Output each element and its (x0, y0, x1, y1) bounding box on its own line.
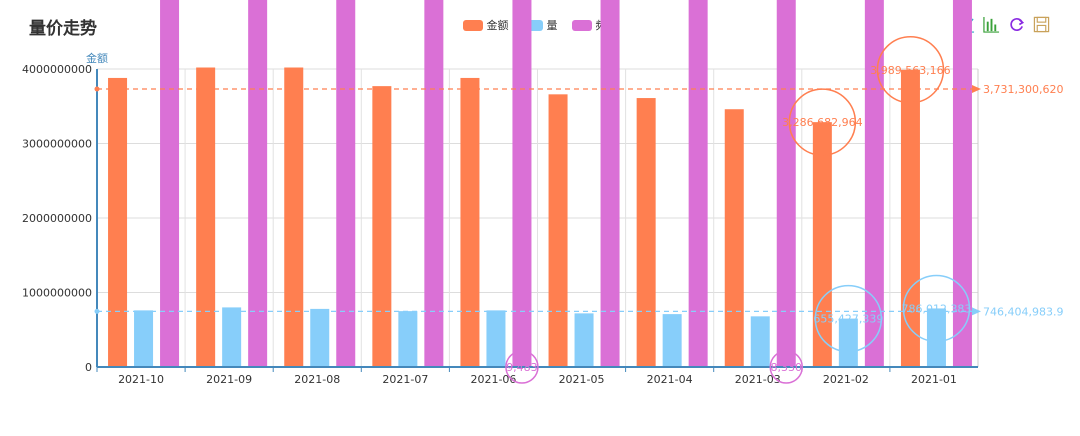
bar-volume (662, 314, 682, 367)
markpoint-label: 655,427,339 (813, 313, 883, 326)
markpoint-circle (814, 284, 883, 353)
bar-frequency (952, 0, 972, 367)
x-tick-label: 2021-10 (118, 373, 164, 386)
bar-amount (460, 77, 480, 367)
x-tick-label: 2021-06 (470, 373, 516, 386)
bar-chart-icon[interactable] (983, 16, 1000, 33)
bar-volume (926, 308, 946, 367)
restore-icon[interactable] (1008, 16, 1025, 33)
y-tick-label: 3000000000 (22, 138, 92, 151)
markpoint-label: 8,330 (771, 361, 803, 374)
bar-frequency (600, 0, 620, 367)
bar-amount (636, 98, 656, 368)
y-axis-name: 金额 (86, 51, 108, 65)
y-tick-label: 2000000000 (22, 212, 92, 225)
bar-frequency (512, 0, 532, 367)
bar-frequency (688, 0, 708, 367)
x-tick-label: 2021-09 (206, 373, 252, 386)
bar-frequency (248, 0, 268, 367)
y-tick-label: 1000000000 (22, 287, 92, 300)
bar-frequency (160, 0, 180, 367)
legend-swatch-volume (522, 19, 543, 31)
legend-label-amount: 金额 (486, 19, 509, 32)
save-icon[interactable] (1033, 16, 1050, 33)
bar-frequency (864, 0, 884, 367)
markline-arrow (972, 85, 981, 94)
bar-volume (222, 307, 242, 367)
bar-volume (486, 310, 506, 367)
bar-frequency (336, 0, 356, 367)
bar-amount (196, 67, 216, 367)
bar-amount (108, 77, 128, 367)
bar-amount (812, 122, 832, 367)
markpoint-circle (902, 274, 971, 343)
markpoint-label: 3,989,563,166 (870, 64, 950, 77)
bar-volume (838, 318, 858, 367)
bar-frequency (424, 0, 444, 367)
markpoint-circle (876, 36, 945, 104)
bar-amount (284, 67, 304, 367)
markpoint-label: 3,286,682,964 (782, 116, 862, 129)
x-tick-label: 2021-05 (559, 373, 605, 386)
markpoint-label: 786,012,383 (901, 302, 971, 315)
bar-amount (724, 109, 744, 367)
markpoint-circle (788, 88, 857, 156)
markpoint-circle (769, 350, 803, 384)
x-tick-label: 2021-08 (294, 373, 340, 386)
bar-volume (398, 311, 418, 367)
markline-arrow (972, 307, 981, 316)
y-tick-label: 4000000000 (22, 63, 92, 76)
x-tick-label: 2021-01 (911, 373, 957, 386)
bar-volume (574, 313, 594, 367)
legend-label-volume: 量 (546, 19, 558, 32)
bar-volume (134, 310, 154, 367)
legend-swatch-amount (462, 19, 483, 31)
chart-title: 量价走势 (29, 19, 97, 39)
x-tick-label: 2021-02 (823, 373, 869, 386)
legend-item-amount[interactable]: 金额 (462, 17, 509, 33)
legend-item-volume[interactable]: 量 (522, 17, 558, 33)
bar-volume (310, 308, 330, 367)
markpoint-circle (505, 350, 539, 384)
markpoint-label: 9,483 (506, 361, 538, 374)
markline-label: 3,731,300,620 (983, 83, 1063, 96)
markline-label: 746,404,983.9 (983, 305, 1063, 318)
bar-amount (548, 94, 568, 367)
x-tick-label: 2021-04 (647, 373, 693, 386)
bar-amount (900, 69, 920, 368)
bar-volume (750, 316, 770, 367)
x-tick-label: 2021-07 (382, 373, 428, 386)
legend-swatch-frequency (571, 19, 592, 31)
bar-amount (372, 86, 392, 367)
y-tick-label: 0 (85, 361, 92, 374)
chart-toolbox (958, 16, 1050, 33)
x-tick-label: 2021-03 (735, 373, 781, 386)
bar-frequency (776, 0, 796, 367)
